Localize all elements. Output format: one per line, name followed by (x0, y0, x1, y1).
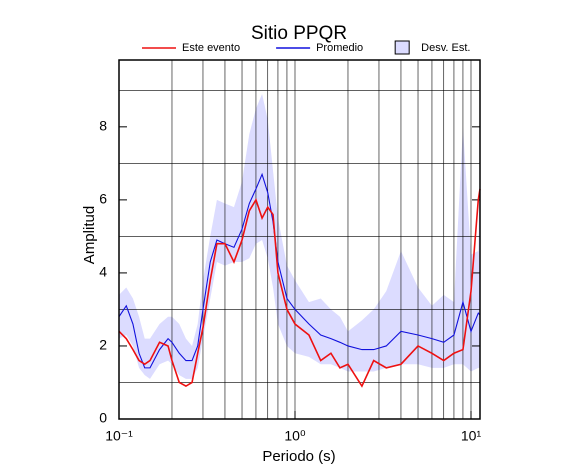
series-line (118, 188, 481, 388)
y-axis-label: Amplitud (81, 206, 98, 264)
x-tick-label: 10⁻¹ (105, 428, 133, 444)
series-line (118, 172, 481, 369)
y-tick-label: 0 (99, 410, 107, 426)
y-tick-label: 4 (99, 264, 107, 280)
plot-frame (118, 59, 481, 420)
legend-label: Promedio (316, 42, 363, 54)
std-band (119, 93, 480, 379)
x-axis-label: Periodo (s) (262, 448, 335, 465)
y-tick-label: 8 (99, 118, 107, 134)
legend-label: Este evento (182, 42, 240, 54)
legend-swatch (394, 40, 410, 55)
legend-label: Desv. Est. (421, 42, 470, 54)
x-tick-label: 10⁰ (284, 428, 306, 444)
x-tick-label: 10¹ (461, 428, 482, 444)
y-tick-label: 2 (99, 337, 107, 353)
y-tick-label: 6 (99, 191, 107, 207)
chart-title: Sitio PPQR (251, 23, 347, 44)
